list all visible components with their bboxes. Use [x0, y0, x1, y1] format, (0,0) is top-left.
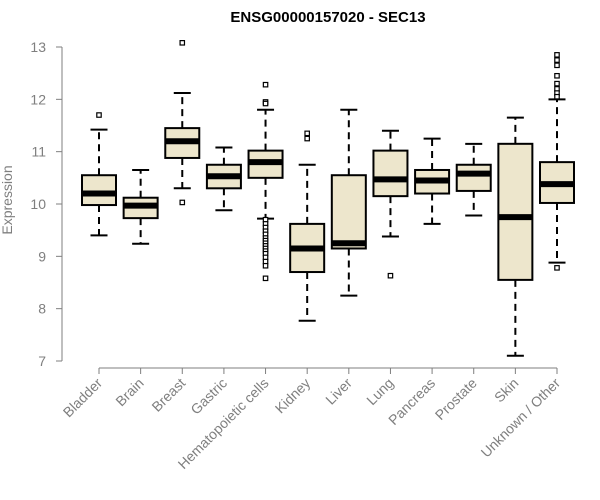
box-unknown-other	[539, 52, 575, 271]
y-tick-label: 9	[38, 248, 46, 264]
chart-title: ENSG00000157020 - SEC13	[230, 9, 425, 26]
outlier-point	[554, 93, 560, 100]
x-tick-label: Liver	[322, 375, 355, 408]
x-tick-label: Lung	[363, 375, 396, 408]
x-tick-label: Unknown / Other	[478, 375, 564, 461]
x-tick-label: Breast	[148, 375, 188, 415]
y-tick-label: 11	[31, 144, 46, 160]
y-tick-label: 13	[30, 39, 46, 55]
outlier-point	[554, 265, 560, 271]
box-prostate	[455, 142, 492, 217]
y-tick-label: 8	[38, 301, 46, 317]
box-bladder	[81, 112, 117, 237]
box-gastric	[205, 146, 242, 212]
y-axis-title: Expression	[0, 165, 15, 234]
box-skin	[497, 116, 534, 357]
outlier-point	[387, 272, 394, 279]
iqr-box	[497, 142, 534, 281]
outlier-point	[262, 262, 269, 269]
outlier-point	[179, 199, 186, 206]
x-tick-label: Brain	[112, 375, 146, 409]
x-tick-label: Skin	[491, 375, 522, 406]
outlier-point	[304, 130, 310, 137]
box-brain	[122, 168, 159, 245]
y-tick-label: 10	[30, 196, 46, 212]
x-tick-label: Bladder	[60, 375, 106, 421]
y-axis: 7 8 9 10 11 12 13	[30, 39, 63, 369]
box-breast	[164, 40, 201, 206]
box-liver	[330, 108, 367, 297]
outlier-point	[554, 80, 560, 87]
outlier-point	[554, 52, 560, 58]
outlier-point	[554, 72, 560, 79]
box-pancreas	[414, 137, 451, 225]
outlier-point	[554, 57, 560, 63]
outlier-point	[262, 275, 269, 282]
x-tick-label: Prostate	[432, 375, 480, 423]
outlier-point	[262, 100, 269, 107]
iqr-box	[372, 149, 409, 198]
iqr-box	[81, 174, 117, 207]
y-tick-label: 7	[38, 353, 46, 369]
box-kidney	[289, 130, 326, 322]
outlier-point	[262, 81, 269, 88]
y-tick-label: 12	[30, 91, 46, 107]
outlier-point	[179, 40, 186, 46]
box-series	[81, 40, 575, 357]
outlier-point	[554, 62, 560, 69]
iqr-box	[455, 163, 492, 192]
outlier-point	[304, 135, 310, 142]
iqr-box	[330, 174, 367, 250]
x-tick-label: Kidney	[272, 375, 314, 417]
box-lung	[372, 129, 409, 279]
box-hematopoietic-cells	[247, 81, 284, 282]
outlier-point	[96, 112, 102, 118]
